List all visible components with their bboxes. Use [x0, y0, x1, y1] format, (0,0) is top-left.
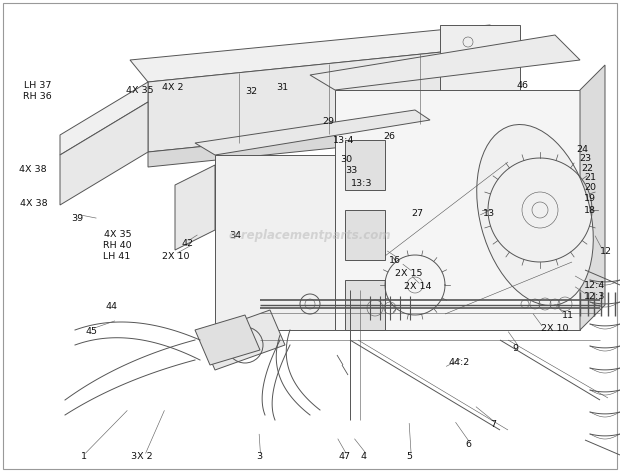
Text: 11: 11 — [562, 311, 574, 320]
Text: 13:4: 13:4 — [334, 136, 355, 145]
Polygon shape — [335, 90, 580, 330]
Polygon shape — [345, 210, 385, 260]
Text: 33: 33 — [345, 166, 358, 176]
Text: 4X 38: 4X 38 — [19, 165, 46, 175]
Text: LH 37: LH 37 — [24, 81, 51, 91]
Text: 2X 10: 2X 10 — [162, 252, 189, 261]
Text: 44:2: 44:2 — [448, 358, 469, 367]
Text: 45: 45 — [86, 327, 98, 336]
Text: 23: 23 — [580, 154, 592, 163]
Text: 24: 24 — [577, 144, 588, 154]
Polygon shape — [310, 35, 580, 90]
Polygon shape — [195, 315, 260, 365]
Ellipse shape — [477, 125, 593, 305]
Text: 4X 2: 4X 2 — [162, 83, 183, 92]
Text: 12:4: 12:4 — [584, 280, 605, 290]
Text: e-replacementparts.com: e-replacementparts.com — [229, 229, 391, 243]
Text: 31: 31 — [276, 83, 288, 92]
Polygon shape — [148, 45, 510, 152]
Text: 2X 14: 2X 14 — [404, 282, 431, 291]
Text: LH 41: LH 41 — [103, 252, 130, 261]
Polygon shape — [60, 102, 148, 205]
Polygon shape — [195, 110, 430, 155]
Polygon shape — [580, 65, 605, 330]
Text: 27: 27 — [411, 209, 423, 218]
Text: 21: 21 — [584, 173, 596, 182]
Text: 7: 7 — [490, 420, 496, 430]
Polygon shape — [175, 165, 215, 250]
Text: 16: 16 — [389, 256, 401, 265]
Text: 13:3: 13:3 — [351, 178, 372, 188]
Polygon shape — [440, 110, 520, 195]
Polygon shape — [215, 155, 335, 330]
Polygon shape — [345, 140, 385, 190]
Text: 20: 20 — [584, 183, 596, 193]
Text: 12:3: 12:3 — [584, 292, 605, 302]
Text: 19: 19 — [584, 194, 596, 203]
Text: 32: 32 — [245, 86, 257, 96]
Text: 2X 15: 2X 15 — [396, 269, 423, 278]
Text: 34: 34 — [229, 231, 242, 241]
Text: 18: 18 — [584, 205, 596, 215]
Text: 2X 10: 2X 10 — [541, 324, 568, 334]
Text: 3X 2: 3X 2 — [131, 452, 152, 461]
Text: 4X 38: 4X 38 — [20, 199, 48, 209]
Text: 1: 1 — [81, 452, 87, 461]
Text: 4X 35: 4X 35 — [126, 86, 153, 95]
Text: 12: 12 — [600, 246, 612, 256]
Polygon shape — [200, 310, 285, 370]
Text: 47: 47 — [338, 452, 350, 461]
Text: 4X 35: 4X 35 — [104, 230, 131, 239]
Text: 5: 5 — [406, 452, 412, 461]
Text: RH 36: RH 36 — [23, 92, 51, 101]
Text: 44: 44 — [105, 302, 118, 312]
Text: 4: 4 — [360, 452, 366, 461]
Text: 22: 22 — [582, 163, 593, 173]
Polygon shape — [130, 25, 510, 82]
Text: 3: 3 — [256, 452, 262, 461]
Polygon shape — [440, 25, 520, 110]
Text: 26: 26 — [383, 132, 396, 142]
Text: 39: 39 — [71, 213, 84, 223]
Text: 29: 29 — [322, 117, 335, 126]
Text: 9: 9 — [513, 344, 519, 353]
Text: 13: 13 — [482, 209, 495, 218]
Text: 42: 42 — [181, 239, 193, 248]
Text: 46: 46 — [516, 81, 528, 91]
Text: RH 40: RH 40 — [104, 241, 132, 250]
Polygon shape — [60, 82, 148, 155]
Text: 6: 6 — [465, 440, 471, 449]
Polygon shape — [345, 280, 385, 330]
Polygon shape — [148, 115, 510, 167]
Text: 30: 30 — [340, 155, 352, 164]
